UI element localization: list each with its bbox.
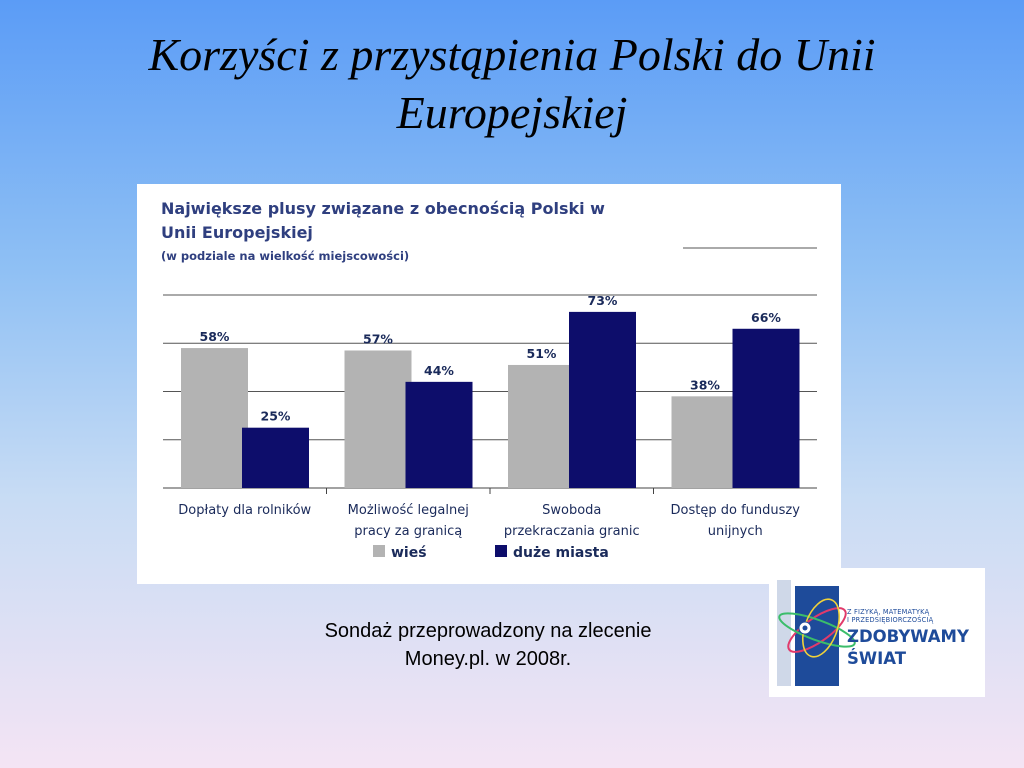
logo-small-line2: I PRZEDSIĘBIORCZOŚCIĄ: [847, 616, 934, 624]
logo-big-line2: ŚWIAT: [847, 649, 906, 668]
data-label: 57%: [363, 331, 393, 346]
data-label: 58%: [200, 329, 230, 344]
bar-wies: [671, 396, 739, 488]
category-label: Dostęp do funduszy: [671, 503, 801, 518]
bar-wies: [508, 364, 575, 488]
caption-line-1: Sondaż przeprowadzony na zlecenie: [324, 620, 652, 642]
globe-orbit-icon: [777, 580, 856, 686]
category-label: pracy za granicą: [354, 524, 462, 539]
legend-label: duże miasta: [513, 545, 609, 561]
data-label: 66%: [751, 310, 781, 325]
category-label: Możliwość legalnej: [348, 503, 469, 518]
bar-duze-miasta: [569, 311, 636, 488]
caption-line-2: Money.pl. w 2008r.: [404, 648, 572, 670]
logo-small-line1: Z FIZYKĄ, MATEMATYKĄ: [847, 608, 930, 616]
chart-subtitle: (w podziale na wielkość miejscowości): [161, 249, 409, 263]
bar-wies: [181, 348, 248, 488]
bar-chart: Największe plusy związane z obecnością P…: [161, 199, 817, 561]
bar-duze-miasta: [242, 427, 309, 488]
category-label: Dopłaty dla rolników: [178, 503, 311, 518]
slide-title: Korzyści z przystąpienia Polski do Unii …: [148, 29, 876, 138]
bar-duze-miasta: [732, 328, 800, 488]
category-label: unijnych: [708, 524, 763, 539]
survey-caption: Sondaż przeprowadzony na zlecenie Money.…: [250, 617, 726, 673]
legend-swatch: [495, 545, 507, 557]
bar-duze-miasta: [405, 381, 473, 488]
data-label: 38%: [690, 377, 720, 392]
chart-title-line2: Unii Europejskiej: [161, 223, 313, 242]
bar-wies: [344, 350, 412, 488]
category-label: przekraczania granic: [504, 524, 640, 539]
data-label: 25%: [261, 409, 291, 424]
chart-panel: Największe plusy związane z obecnością P…: [137, 184, 841, 584]
legend-swatch: [373, 545, 385, 557]
logo-text: Z FIZYKĄ, MATEMATYKĄ I PRZEDSIĘBIORCZOŚC…: [847, 608, 983, 668]
legend-label: wieś: [391, 545, 427, 561]
chart-title: Największe plusy związane z obecnością P…: [161, 199, 605, 218]
logo-big-line1: ZDOBYWAMY: [847, 627, 969, 646]
data-label: 44%: [424, 363, 454, 378]
zdobywamy-swiat-logo: Z FIZYKĄ, MATEMATYKĄ I PRZEDSIĘBIORCZOŚC…: [769, 568, 985, 697]
data-label: 73%: [588, 293, 618, 308]
category-label: Swoboda: [542, 503, 601, 518]
data-label: 51%: [527, 346, 557, 361]
